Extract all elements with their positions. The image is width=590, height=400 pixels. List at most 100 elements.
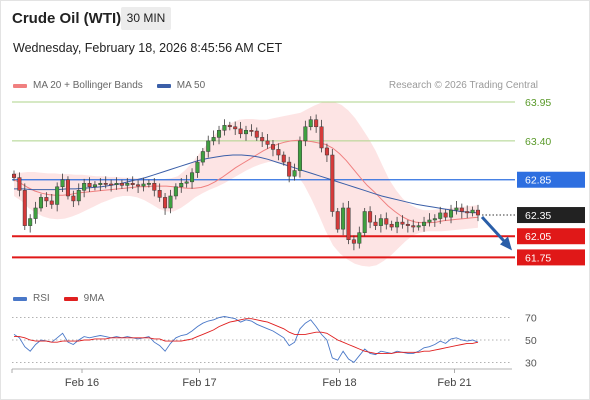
candle-bear bbox=[44, 197, 49, 202]
candle-bull bbox=[222, 125, 227, 131]
timestamp: Wednesday, February 18, 2026 8:45:56 AM … bbox=[13, 41, 283, 55]
candle-bull bbox=[179, 183, 184, 188]
legend-9ma-swatch bbox=[63, 296, 78, 301]
candle-bull bbox=[211, 137, 216, 142]
candle-bear bbox=[368, 211, 373, 223]
candle-bear bbox=[281, 154, 286, 163]
candle-bear bbox=[87, 183, 92, 188]
timeframe-button[interactable]: 30 MIN bbox=[121, 7, 171, 30]
candle-bear bbox=[384, 218, 389, 225]
current-price-label: 62.35 bbox=[525, 210, 551, 222]
candle-bear bbox=[71, 195, 76, 202]
candle-bear bbox=[389, 223, 394, 228]
candle-bear bbox=[276, 149, 281, 156]
legend-ma50-label: MA 50 bbox=[176, 80, 206, 91]
candle-bull bbox=[206, 140, 211, 152]
candle-bear bbox=[373, 221, 378, 226]
candle-bull bbox=[190, 172, 195, 183]
legend-9ma[interactable]: 9MA bbox=[63, 293, 105, 304]
level-tag-62.05 bbox=[517, 228, 585, 245]
candle-bull bbox=[98, 183, 103, 185]
candle-bear bbox=[459, 207, 464, 212]
candle-bear bbox=[319, 126, 324, 149]
candle-bear bbox=[475, 209, 481, 216]
legend-9ma-label: 9MA bbox=[83, 293, 105, 304]
candle-bull bbox=[243, 130, 249, 135]
level-label-63.40: 63.40 bbox=[525, 136, 551, 148]
candle-bear bbox=[443, 212, 448, 218]
legend-ma50[interactable]: MA 50 bbox=[156, 80, 206, 91]
candle-bull bbox=[297, 140, 302, 171]
candle-bear bbox=[324, 147, 329, 156]
legend-rsi[interactable]: RSI bbox=[13, 293, 50, 304]
candle-bull bbox=[125, 183, 130, 186]
level-label-62.85: 62.85 bbox=[525, 175, 551, 187]
candle-bull bbox=[438, 212, 443, 219]
legend-ma20-bollinger[interactable]: MA 20 + Bollinger Bands bbox=[13, 80, 143, 91]
candle-bull bbox=[308, 119, 313, 128]
candle-bull bbox=[292, 170, 297, 177]
candle-bear bbox=[254, 130, 259, 138]
projection-arrow-head bbox=[500, 236, 512, 251]
candle-bull bbox=[184, 181, 189, 184]
candle-bear bbox=[265, 140, 270, 145]
candle-bear bbox=[11, 173, 17, 178]
candle-bear bbox=[49, 200, 54, 205]
main-legend: MA 20 + Bollinger Bands MA 50 bbox=[13, 80, 219, 91]
rsi-level-label-30: 30 bbox=[525, 357, 537, 369]
candle-bull bbox=[114, 183, 119, 185]
x-tick-label: Feb 18 bbox=[322, 377, 356, 389]
x-tick-label: Feb 17 bbox=[182, 377, 216, 389]
x-tick-label: Feb 16 bbox=[65, 377, 99, 389]
candle-bear bbox=[314, 119, 319, 128]
candle-bull bbox=[217, 130, 222, 138]
candle-bear bbox=[405, 223, 410, 226]
candle-bull bbox=[92, 184, 97, 188]
candle-bear bbox=[152, 183, 157, 191]
candle-bull bbox=[82, 183, 87, 191]
candle-bear bbox=[465, 211, 470, 214]
candle-bear bbox=[287, 161, 292, 177]
current-price-tag bbox=[517, 207, 585, 224]
legend-ma20-swatch bbox=[13, 83, 27, 88]
legend-rsi-swatch bbox=[13, 296, 27, 301]
level-label-62.05: 62.05 bbox=[525, 231, 551, 243]
candle-bear bbox=[109, 183, 114, 186]
candle-bull bbox=[454, 207, 459, 211]
ma50-line bbox=[14, 154, 479, 214]
candle-bear bbox=[22, 190, 27, 226]
candle-bear bbox=[400, 221, 405, 225]
candle-bear bbox=[103, 183, 108, 185]
candle-bear bbox=[260, 137, 265, 142]
legend-rsi-label: RSI bbox=[33, 293, 50, 304]
candle-bull bbox=[195, 161, 200, 173]
credit-text: Research © 2026 Trading Central bbox=[388, 80, 538, 91]
candle-bear bbox=[130, 183, 135, 185]
candle-bull bbox=[303, 126, 308, 142]
candle-bear bbox=[119, 183, 124, 186]
candle-bear bbox=[163, 197, 168, 209]
candle-bear bbox=[65, 179, 70, 197]
candle-bull bbox=[28, 218, 33, 226]
projection-arrow-shaft bbox=[480, 216, 510, 247]
level-label-63.95: 63.95 bbox=[525, 97, 551, 109]
candle-bull bbox=[173, 186, 178, 197]
candle-bull bbox=[432, 218, 437, 221]
candle-bear bbox=[411, 225, 416, 228]
candle-bear bbox=[17, 177, 22, 191]
candle-bear bbox=[136, 184, 141, 187]
candle-bear bbox=[249, 130, 254, 132]
candle-bull bbox=[378, 218, 383, 226]
level-tag-62.85 bbox=[517, 171, 585, 188]
candle-bull bbox=[427, 219, 432, 223]
candle-bull bbox=[146, 183, 151, 185]
candle-bear bbox=[346, 207, 351, 241]
candle-bull bbox=[422, 221, 427, 226]
ma20-line bbox=[13, 139, 479, 224]
candle-bear bbox=[157, 190, 162, 198]
candle-bull bbox=[362, 211, 367, 233]
candle-bear bbox=[233, 126, 238, 130]
rsi-line bbox=[13, 316, 479, 363]
candle-bull bbox=[341, 207, 346, 230]
